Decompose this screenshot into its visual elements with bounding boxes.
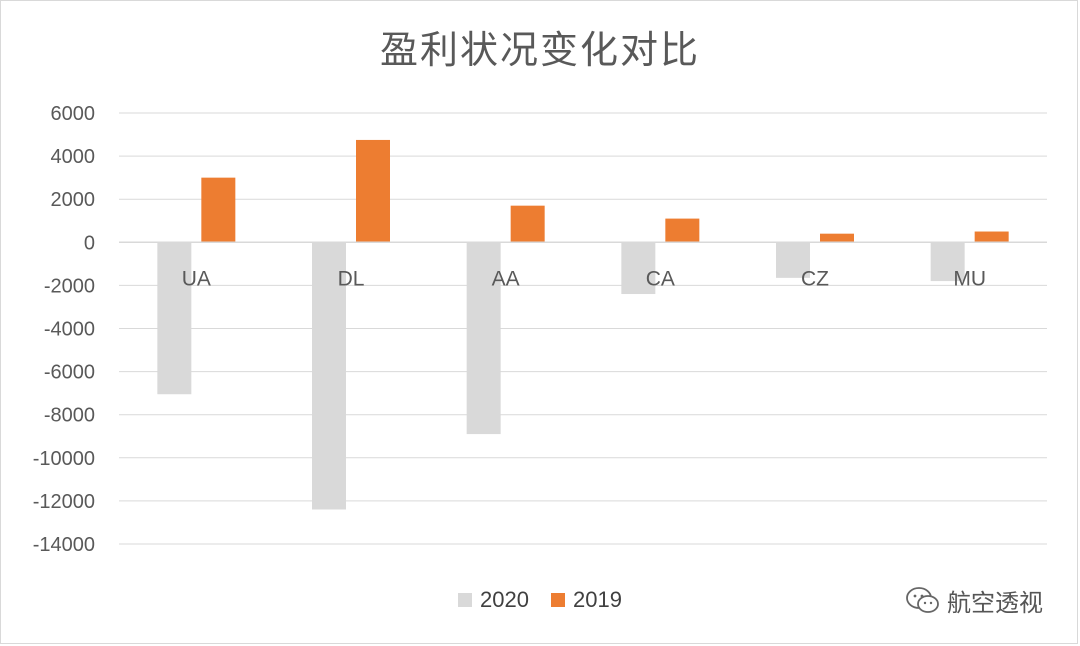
bar-2019-DL xyxy=(356,139,390,243)
wechat-icon xyxy=(906,586,939,613)
x-tick-label: MU xyxy=(953,267,986,290)
y-tick-label: -12000 xyxy=(33,491,95,513)
bar-2020-CZ xyxy=(776,242,810,278)
x-tick-label: CZ xyxy=(801,267,829,290)
bar-2020-UA xyxy=(157,242,192,395)
legend-item-2019: 2019 xyxy=(551,587,622,613)
legend-swatch-2019 xyxy=(551,593,565,607)
watermark-text: 航空透视 xyxy=(947,589,1043,617)
x-tick-label: AA xyxy=(492,267,520,290)
bar-2020-DL xyxy=(312,242,346,510)
legend-item-2020: 2020 xyxy=(458,587,529,613)
watermark: 航空透视 xyxy=(905,583,1043,618)
y-tick-label: 6000 xyxy=(51,103,96,125)
y-tick-label: -4000 xyxy=(44,319,95,341)
y-tick-label: -2000 xyxy=(44,275,95,297)
bar-2019-CZ xyxy=(820,233,854,243)
x-tick-label: UA xyxy=(182,267,211,290)
legend-swatch-2020 xyxy=(458,593,473,607)
y-tick-label: -6000 xyxy=(44,362,95,384)
bar-2020-MU xyxy=(930,242,965,282)
y-tick-label: 4000 xyxy=(51,146,96,168)
bar-2019-CA xyxy=(665,218,700,243)
bar-2019-MU xyxy=(974,231,1009,243)
y-tick-label: 0 xyxy=(84,232,95,254)
bar-2020-CA xyxy=(621,242,656,295)
y-tick-label: -10000 xyxy=(33,448,95,470)
bar-2019-UA xyxy=(201,177,236,243)
bar-2020-AA xyxy=(466,242,501,435)
y-tick-label: 2000 xyxy=(51,189,96,211)
bar-2019-AA xyxy=(510,205,545,243)
legend-label-2019: 2019 xyxy=(573,587,622,612)
y-tick-label: -8000 xyxy=(44,405,95,427)
x-tick-label: CA xyxy=(646,267,675,290)
y-tick-label: -14000 xyxy=(33,534,95,556)
legend: 2020 2019 xyxy=(1,587,1079,613)
x-tick-label: DL xyxy=(338,267,365,290)
chart-title: 盈利状况变化对比 xyxy=(379,28,700,72)
legend-label-2020: 2020 xyxy=(480,587,529,612)
